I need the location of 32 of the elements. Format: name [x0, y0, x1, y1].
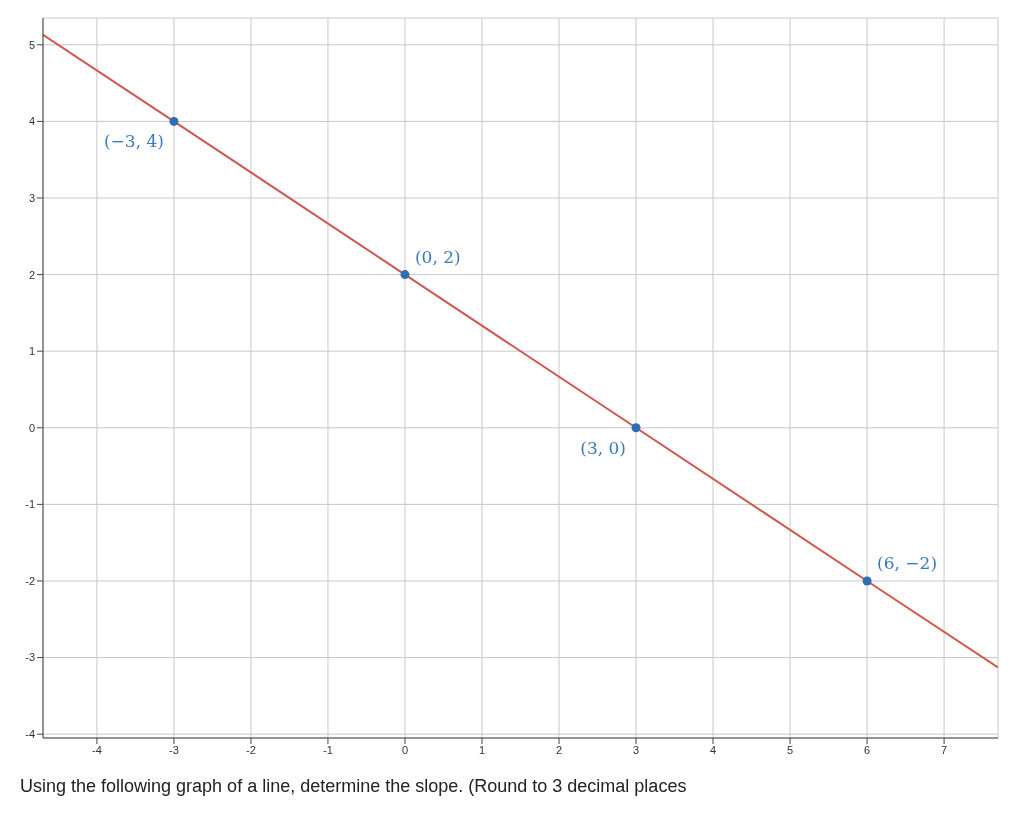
y-tick-label: -2	[25, 574, 35, 587]
x-tick-label: 0	[401, 743, 409, 756]
y-tick-label: -4	[25, 728, 35, 741]
x-tick-label: 2	[555, 743, 563, 756]
annotation: (−3, 4)	[103, 131, 164, 152]
x-tick-label: 5	[786, 743, 794, 756]
x-tick-label: 4	[709, 743, 717, 756]
x-tick-label: -1	[323, 743, 333, 756]
x-tick-label: 3	[632, 743, 640, 756]
point	[862, 576, 872, 586]
y-tick-label: 3	[28, 191, 35, 204]
y-tick-label: 5	[28, 38, 35, 51]
annotation: (6, −2)	[877, 552, 938, 573]
y-tick-label: 2	[28, 268, 35, 281]
y-tick-label: 0	[28, 421, 35, 434]
y-tick-label: -1	[25, 498, 35, 511]
x-tick-label: 7	[941, 743, 948, 756]
text: Using the following graph of a line, determine the slope. (Round to 3 decimal places	[19, 775, 688, 798]
point	[400, 270, 410, 280]
y-tick-label: 1	[28, 345, 35, 358]
line-series	[43, 33, 998, 669]
x-tick-label: -4	[92, 743, 102, 756]
x-tick-label: 6	[864, 743, 871, 756]
y-tick-label: 4	[28, 115, 35, 128]
annotation: (3, 0)	[580, 437, 627, 458]
point	[169, 116, 179, 126]
y-tick-label: -3	[25, 651, 35, 664]
point	[631, 423, 641, 433]
x-tick-label: -3	[169, 743, 179, 756]
annotation: (0, 2)	[414, 246, 461, 267]
x-tick-label: 1	[478, 743, 486, 756]
x-tick-label: -2	[246, 743, 256, 756]
